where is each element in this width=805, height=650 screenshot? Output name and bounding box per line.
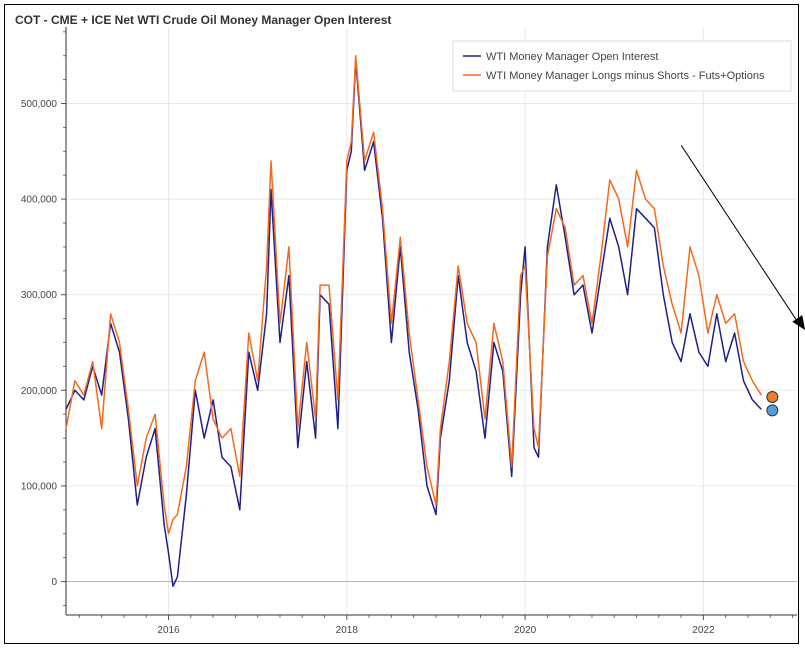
y-tick-label: 500,000 <box>21 99 58 110</box>
gridlines <box>66 27 797 615</box>
x-tick-label: 2018 <box>336 625 359 636</box>
legend-label-2: WTI Money Manager Longs minus Shorts - F… <box>486 70 765 82</box>
y-tick-label: 0 <box>51 577 57 588</box>
y-tick-label: 400,000 <box>21 195 58 206</box>
y-tick-label: 300,000 <box>21 290 58 301</box>
axes: 0 100,000 200,000 300,000 400,000 500,000 2016… <box>21 27 797 636</box>
end-marker-2 <box>766 404 779 417</box>
end-marker-1 <box>766 391 779 404</box>
chart-title: COT - CME + ICE Net WTI Crude Oil Money … <box>15 13 392 27</box>
x-tick-label: 2022 <box>692 625 715 636</box>
arrow-head <box>792 315 805 331</box>
series-line-2 <box>65 54 762 535</box>
legend-box <box>452 40 792 92</box>
x-tick-label: 2016 <box>157 625 180 636</box>
end-markers <box>766 391 779 417</box>
trend-arrow <box>680 145 805 331</box>
y-tick-label: 100,000 <box>21 481 58 492</box>
x-tick-label: 2020 <box>514 625 537 636</box>
legend: WTI Money Manager Open Interest WTI Money… <box>452 40 792 92</box>
chart-frame: COT - CME + ICE Net WTI Crude Oil Money … <box>4 4 799 644</box>
legend-label-1: WTI Money Manager Open Interest <box>486 51 658 63</box>
series-lines <box>65 54 762 588</box>
y-tick-label: 200,000 <box>21 386 58 397</box>
series-line-1 <box>65 59 762 588</box>
arrow-shaft <box>680 145 800 325</box>
